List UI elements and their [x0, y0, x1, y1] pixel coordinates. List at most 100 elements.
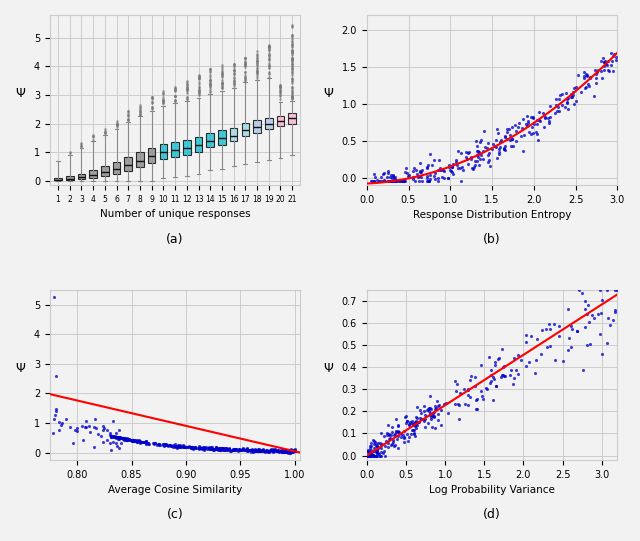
Point [113, 433, 124, 441]
Point [114, 434, 124, 443]
Point [484, 155, 494, 164]
Point [508, 374, 518, 382]
Point [426, 410, 436, 419]
Point [585, 340, 595, 348]
Point [433, 173, 443, 182]
Point [119, 436, 129, 445]
Point [378, 176, 388, 184]
Point [115, 434, 125, 443]
Point [461, 147, 472, 156]
Point [212, 445, 223, 453]
Point [117, 434, 127, 443]
Point [98, 425, 108, 434]
Point [208, 445, 218, 453]
X-axis label: Number of unique responses: Number of unique responses [100, 209, 250, 219]
Point [237, 446, 248, 454]
Point [387, 177, 397, 186]
Point [257, 446, 268, 455]
Point [198, 443, 208, 452]
PathPatch shape [148, 148, 156, 163]
Point [557, 90, 567, 98]
Point [388, 436, 399, 445]
Point [412, 172, 422, 181]
Point [483, 144, 493, 153]
Point [486, 371, 496, 380]
Point [193, 444, 203, 453]
Point [124, 434, 134, 443]
Point [122, 434, 132, 443]
Point [383, 177, 393, 186]
Point [506, 366, 516, 374]
Point [162, 441, 172, 450]
Point [276, 447, 287, 456]
Point [227, 445, 237, 454]
Point [236, 446, 246, 454]
Point [470, 372, 481, 381]
Point [605, 48, 616, 57]
Point [371, 446, 381, 454]
Point [579, 68, 589, 77]
Point [250, 446, 260, 455]
Point [67, 438, 77, 447]
Point [179, 443, 189, 451]
Point [383, 443, 393, 451]
Point [433, 410, 443, 418]
Point [379, 447, 389, 456]
PathPatch shape [54, 178, 62, 181]
Point [54, 417, 65, 426]
Point [220, 444, 230, 452]
Point [273, 447, 283, 456]
Point [285, 446, 296, 454]
Point [531, 355, 541, 364]
Point [495, 373, 506, 381]
Point [410, 418, 420, 426]
Point [599, 62, 609, 70]
Point [207, 445, 218, 453]
Point [136, 438, 146, 447]
Point [468, 165, 478, 174]
PathPatch shape [172, 142, 179, 157]
Point [212, 446, 223, 454]
Point [399, 177, 409, 186]
Point [408, 175, 418, 183]
Point [463, 400, 473, 409]
Point [221, 444, 232, 452]
Point [513, 123, 523, 131]
Point [111, 442, 122, 451]
Point [118, 434, 128, 443]
Point [597, 350, 607, 359]
Point [444, 163, 454, 171]
PathPatch shape [90, 170, 97, 178]
Point [492, 125, 502, 134]
Point [375, 451, 385, 460]
Point [509, 354, 519, 362]
Point [470, 156, 481, 165]
Point [204, 444, 214, 452]
Point [186, 443, 196, 452]
Point [550, 101, 561, 109]
Point [246, 447, 256, 456]
Point [364, 447, 374, 456]
Point [138, 438, 148, 447]
Point [173, 441, 183, 450]
Point [183, 442, 193, 451]
Point [368, 451, 378, 460]
Point [264, 447, 275, 456]
Point [253, 447, 263, 456]
Point [477, 392, 487, 400]
Point [136, 437, 147, 446]
Point [521, 120, 531, 129]
Point [599, 58, 609, 67]
Point [451, 387, 461, 396]
Point [282, 447, 292, 456]
Point [150, 439, 160, 447]
Point [200, 444, 210, 452]
Point [159, 440, 170, 448]
Point [51, 405, 61, 413]
Point [542, 343, 552, 352]
Point [408, 166, 418, 175]
Point [362, 451, 372, 460]
Point [173, 441, 183, 450]
Point [259, 446, 269, 455]
PathPatch shape [159, 144, 167, 159]
